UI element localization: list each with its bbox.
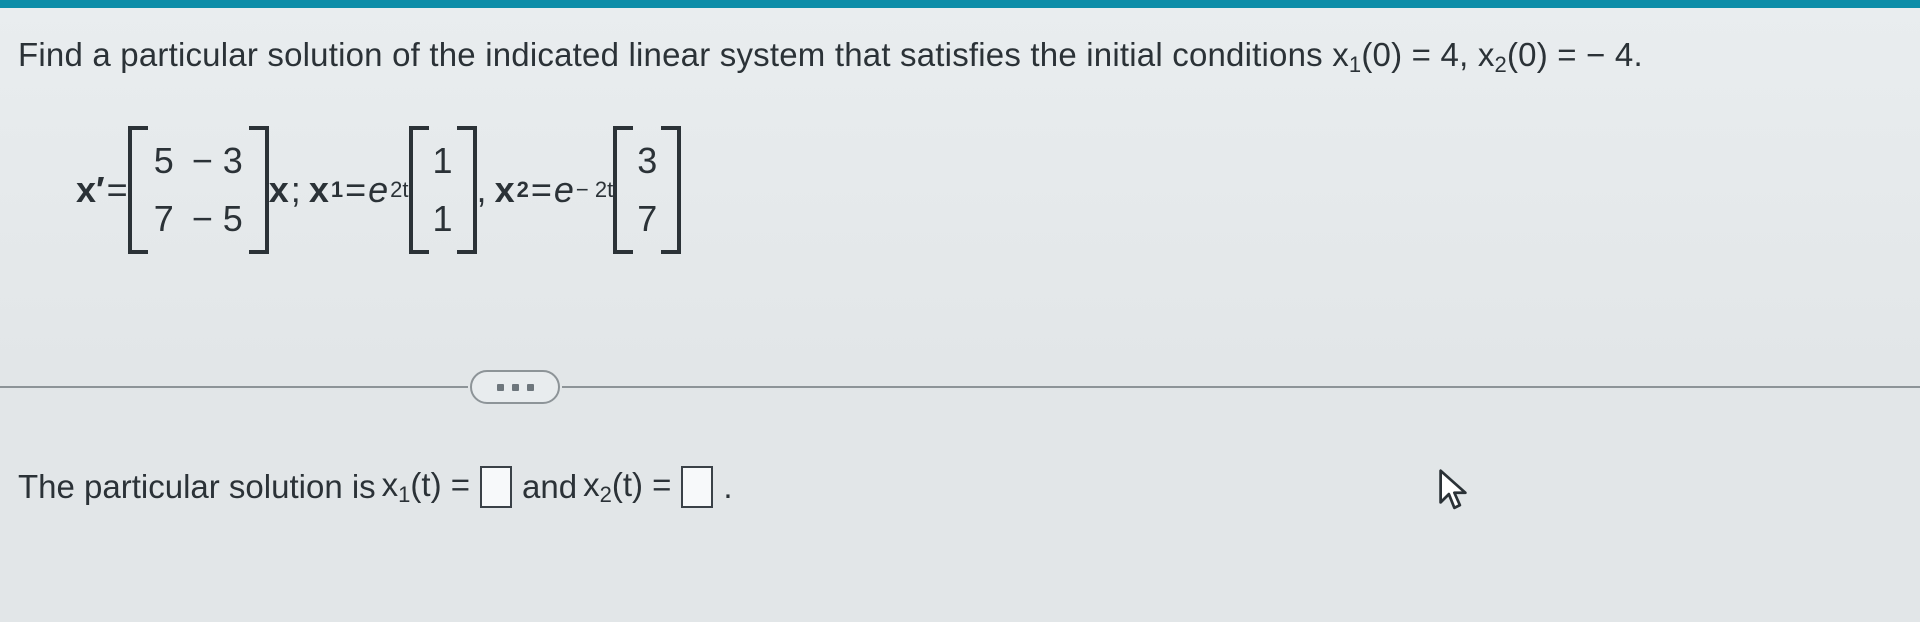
question-panel: Find a particular solution of the indica…	[0, 8, 1920, 622]
ic2-val: − 4	[1586, 36, 1633, 73]
vec2-1: 7	[637, 198, 657, 240]
system-equation: x′ = 5 − 3 7 − 5 x ; x1 = e2t 1 1 , x2 =…	[76, 126, 1902, 254]
sep-semicolon: ;	[291, 169, 301, 211]
pill-dot-icon	[527, 384, 534, 391]
matrix-a-00: 5	[154, 140, 174, 182]
vec2-0: 3	[637, 140, 657, 182]
ans-x2-sub: 2	[600, 482, 612, 507]
equals-2: =	[345, 169, 366, 211]
matrix-a-01: − 3	[192, 140, 243, 182]
vector-1: 1 1	[411, 126, 475, 254]
window-topbar	[0, 0, 1920, 8]
section-divider	[0, 370, 1920, 404]
vec1-0: 1	[433, 140, 453, 182]
ic1-var: x	[1332, 36, 1349, 73]
problem-prefix: Find a particular solution of the indica…	[18, 36, 1332, 73]
ans-x1-var: x	[382, 466, 399, 503]
problem-statement: Find a particular solution of the indica…	[18, 36, 1902, 78]
ans-x2-arg: (t) =	[612, 466, 672, 503]
ans-x1-sub: 1	[398, 482, 410, 507]
pill-dot-icon	[497, 384, 504, 391]
answer-prompt: The particular solution is x1(t) = and x…	[18, 466, 733, 508]
pill-dot-icon	[512, 384, 519, 391]
matrix-a: 5 − 3 7 − 5	[130, 126, 267, 254]
ic2-sub: 2	[1495, 52, 1507, 77]
matrix-a-11: − 5	[192, 198, 243, 240]
divider-line-left	[0, 386, 468, 388]
x-prime: x′	[76, 169, 105, 211]
expand-pill-button[interactable]	[470, 370, 560, 404]
ans-x1-arg: (t) =	[410, 466, 470, 503]
ic1-val: 4	[1441, 36, 1460, 73]
x2-sub: 2	[517, 177, 529, 203]
x-vec: x	[269, 169, 289, 211]
divider-line-right	[562, 386, 1920, 388]
ans-x2-var: x	[583, 466, 600, 503]
x1-var: x	[309, 169, 329, 211]
answer-period: .	[723, 468, 732, 506]
x2-base: e	[554, 169, 574, 211]
equals-3: =	[531, 169, 552, 211]
answer-input-x2[interactable]	[681, 466, 713, 508]
ic2-arg: (0) =	[1507, 36, 1586, 73]
x2-var: x	[495, 169, 515, 211]
x2-exp: − 2t	[576, 177, 613, 203]
x1-sub: 1	[331, 177, 343, 203]
ic1-sub: 1	[1349, 52, 1361, 77]
vec1-1: 1	[433, 198, 453, 240]
mouse-cursor-icon	[1436, 468, 1470, 512]
x1-base: e	[368, 169, 388, 211]
ic-sep: ,	[1459, 36, 1478, 73]
vector-2: 3 7	[615, 126, 679, 254]
matrix-a-10: 7	[154, 198, 174, 240]
ic1-arg: (0) =	[1361, 36, 1440, 73]
answer-and: and	[522, 468, 577, 506]
answer-input-x1[interactable]	[480, 466, 512, 508]
answer-prefix: The particular solution is	[18, 468, 376, 506]
sep-comma: ,	[477, 169, 487, 211]
x1-exp: 2t	[390, 177, 408, 203]
ic2-var: x	[1478, 36, 1495, 73]
equals-1: =	[107, 169, 128, 211]
problem-period: .	[1634, 36, 1643, 73]
